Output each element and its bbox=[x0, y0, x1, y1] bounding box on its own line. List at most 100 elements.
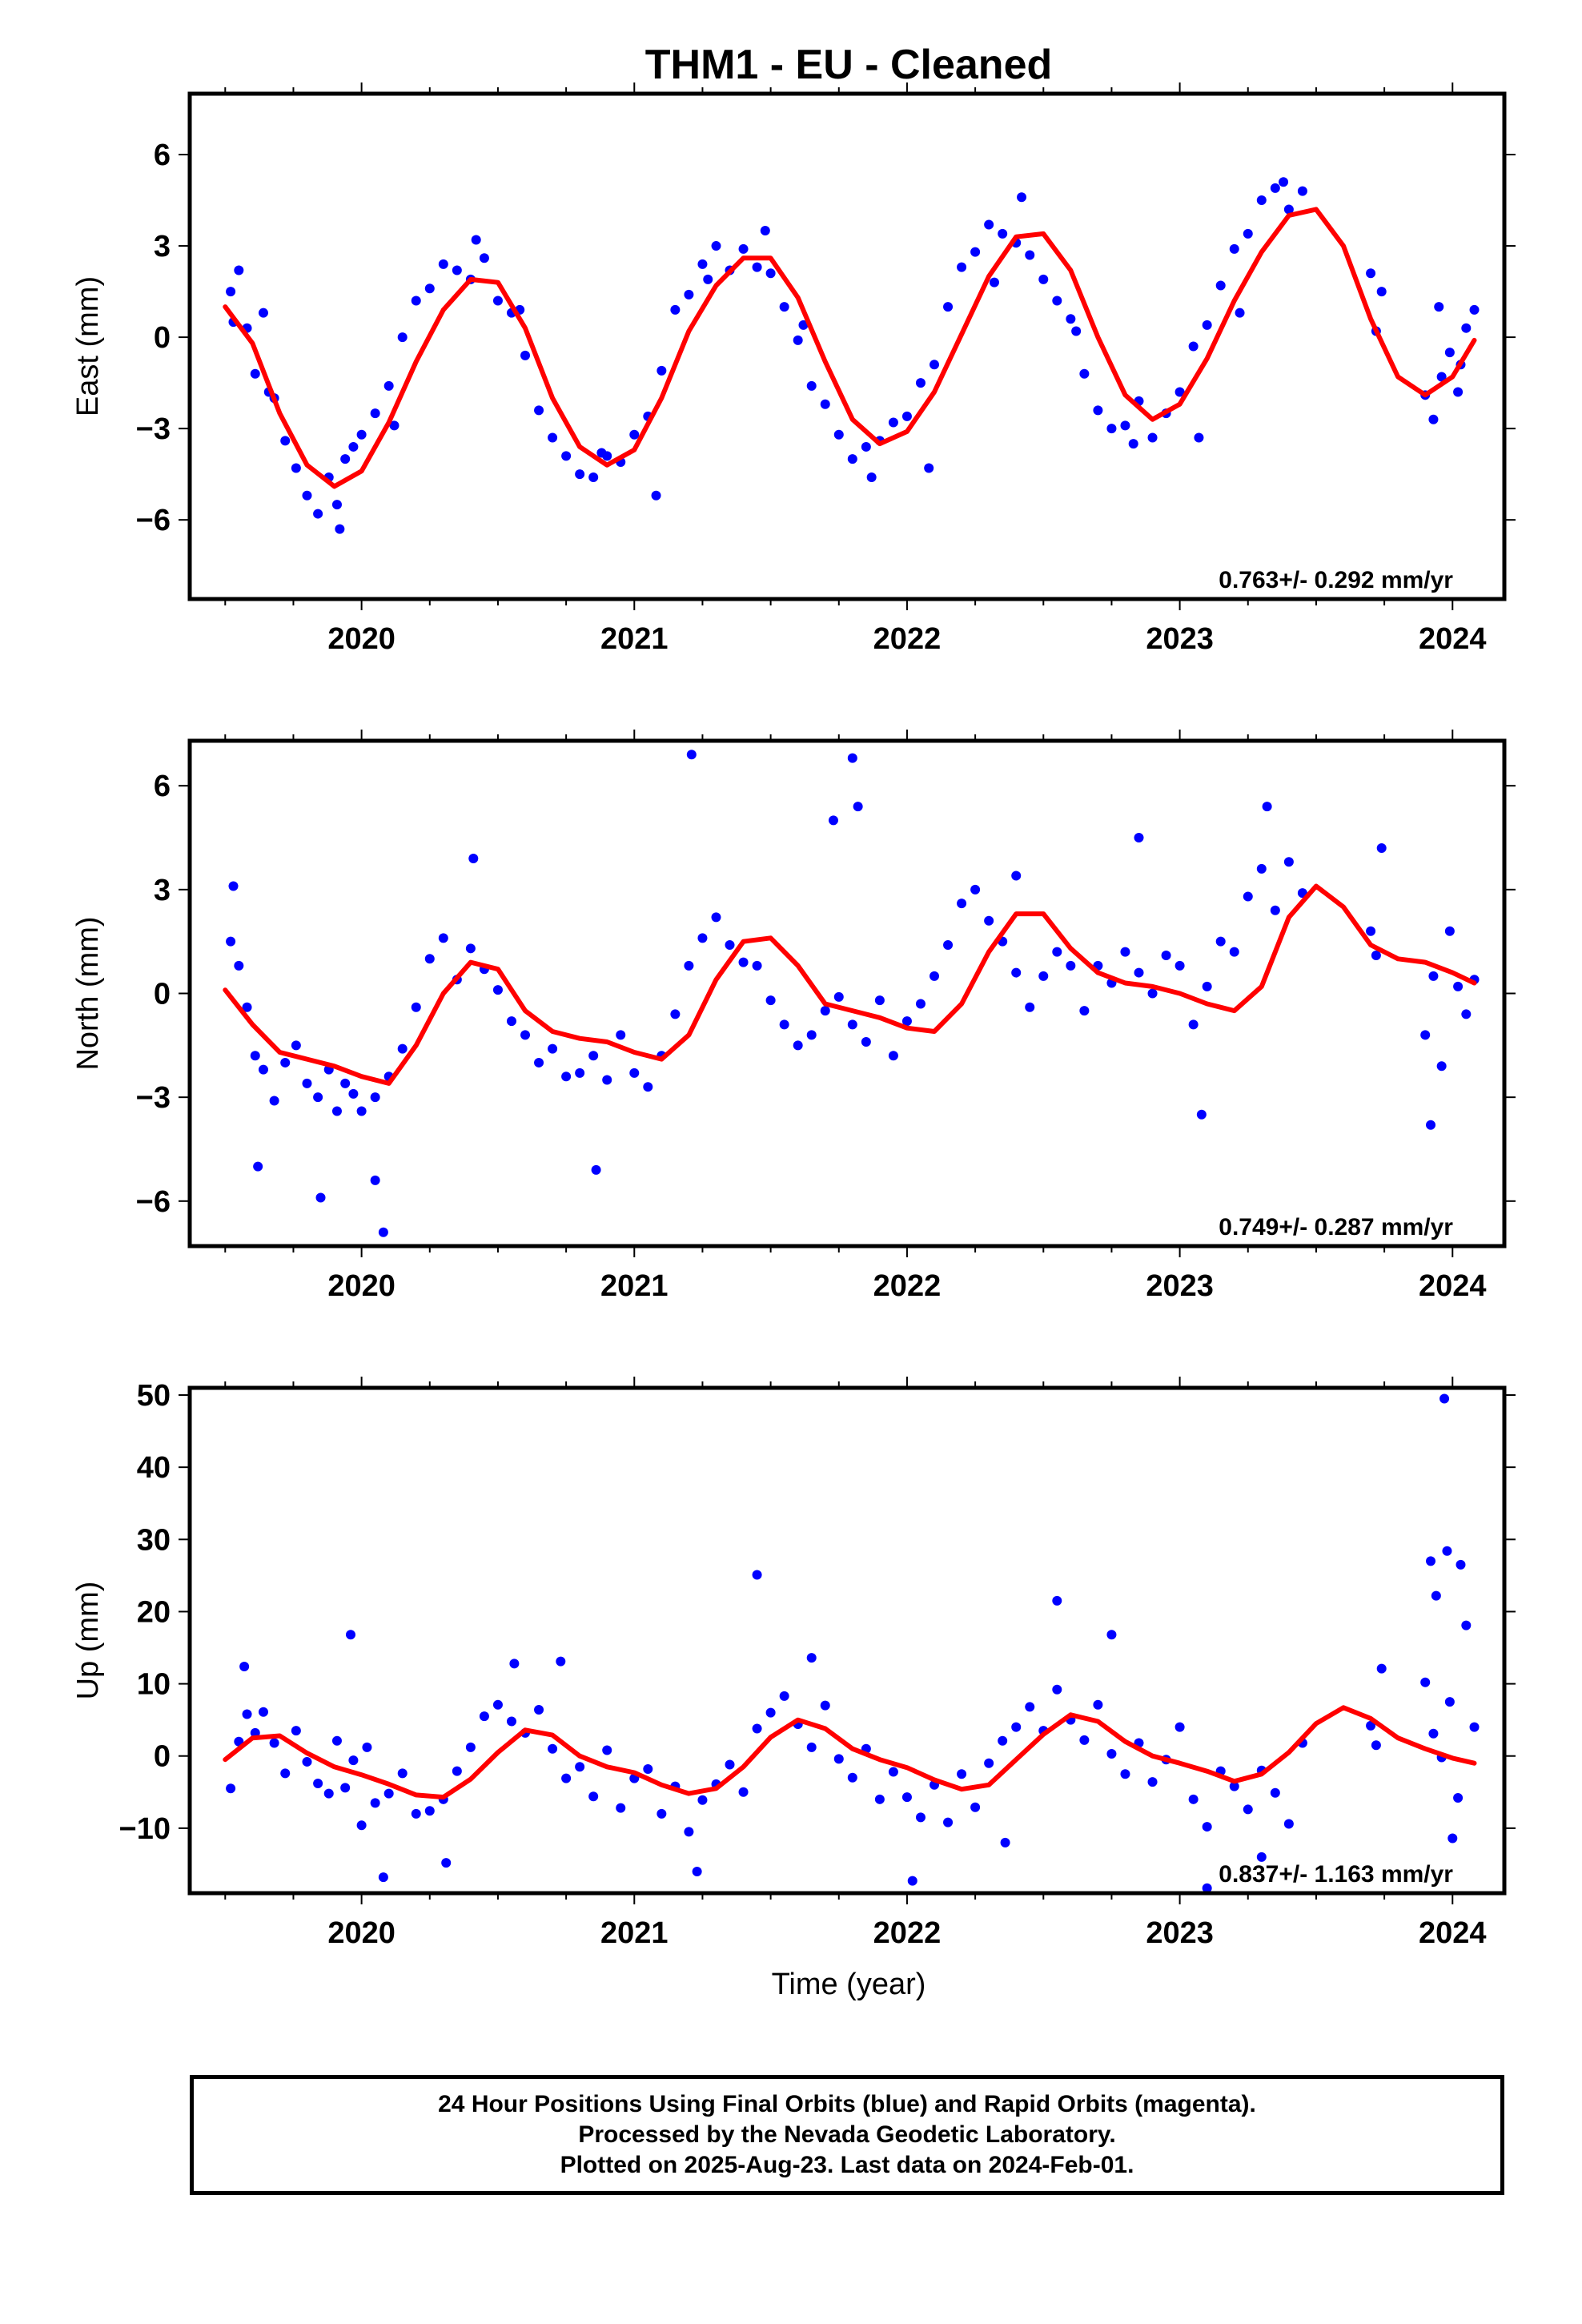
data-point bbox=[930, 971, 940, 981]
data-point bbox=[907, 1876, 917, 1886]
data-point bbox=[258, 308, 268, 318]
y-axis-label: Up (mm) bbox=[71, 1582, 105, 1700]
data-point bbox=[1256, 863, 1267, 874]
data-point bbox=[234, 960, 244, 971]
data-point bbox=[643, 1763, 653, 1774]
data-point bbox=[465, 1742, 476, 1752]
data-point bbox=[820, 1700, 830, 1711]
data-point bbox=[465, 943, 476, 954]
rate-annotation: 0.837+/- 1.163 mm/yr bbox=[1219, 1861, 1453, 1888]
data-point bbox=[1444, 1697, 1455, 1707]
data-point bbox=[629, 1068, 640, 1078]
data-point bbox=[1453, 1793, 1464, 1803]
x-tick-label: 2024 bbox=[1419, 1916, 1487, 1950]
data-point bbox=[1420, 1030, 1431, 1040]
data-point bbox=[1428, 1728, 1439, 1739]
data-point bbox=[1376, 1663, 1387, 1674]
data-point bbox=[806, 1742, 817, 1752]
data-point bbox=[1376, 287, 1387, 297]
data-point bbox=[291, 1726, 301, 1736]
data-point bbox=[348, 441, 359, 452]
data-point bbox=[424, 283, 435, 294]
data-point bbox=[670, 1009, 681, 1019]
data-point bbox=[915, 999, 926, 1009]
data-point bbox=[370, 1092, 380, 1103]
data-point bbox=[302, 490, 312, 501]
data-point bbox=[1426, 1120, 1436, 1130]
data-point bbox=[833, 429, 844, 440]
data-point bbox=[1106, 1630, 1117, 1640]
y-tick-label: 3 bbox=[154, 874, 171, 907]
data-point bbox=[1461, 1620, 1472, 1630]
data-point bbox=[548, 432, 558, 443]
data-point bbox=[226, 1783, 236, 1794]
data-point bbox=[1071, 326, 1082, 336]
data-point bbox=[684, 289, 694, 300]
data-point bbox=[888, 1767, 898, 1777]
x-tick-label: 2020 bbox=[327, 1269, 396, 1303]
data-point bbox=[1079, 368, 1090, 379]
plot-area bbox=[223, 177, 1480, 534]
data-point bbox=[793, 1040, 803, 1051]
up-panel: 2020 2021 2022 2023 2024 50 40 30 20 10 0 −10 Up (mm… bbox=[71, 1377, 1516, 1950]
footer-line-2: Processed by the Nevada Geodetic Laborat… bbox=[578, 2121, 1116, 2148]
data-point bbox=[1229, 1781, 1239, 1791]
data-point bbox=[291, 1040, 301, 1051]
data-point bbox=[520, 1030, 531, 1040]
data-point bbox=[591, 1164, 601, 1175]
data-point bbox=[370, 1175, 380, 1185]
data-point bbox=[1011, 1722, 1022, 1732]
plot-frame bbox=[187, 91, 1507, 601]
data-point bbox=[957, 262, 967, 272]
y-tick-label: 0 bbox=[154, 321, 171, 355]
data-point bbox=[643, 1082, 653, 1092]
data-point bbox=[888, 1051, 898, 1061]
data-point bbox=[315, 1192, 326, 1203]
data-point bbox=[226, 287, 236, 297]
data-point bbox=[1428, 414, 1439, 424]
data-point bbox=[711, 912, 721, 923]
data-point bbox=[738, 1787, 749, 1797]
x-tick-label: 2021 bbox=[600, 1269, 669, 1303]
data-point bbox=[833, 1754, 844, 1764]
data-point bbox=[861, 441, 871, 452]
rate-annotation: 0.749+/- 0.287 mm/yr bbox=[1219, 1214, 1453, 1240]
data-point bbox=[383, 380, 394, 391]
data-point bbox=[1128, 439, 1138, 449]
data-point bbox=[930, 360, 940, 370]
data-point bbox=[711, 241, 721, 251]
data-point bbox=[411, 1002, 421, 1012]
x-tick-label: 2022 bbox=[873, 1916, 942, 1950]
y-tick-label: 20 bbox=[137, 1595, 171, 1629]
data-point bbox=[847, 454, 857, 464]
data-point bbox=[1442, 1546, 1452, 1556]
data-point bbox=[656, 1808, 667, 1819]
data-point bbox=[1093, 405, 1103, 416]
plot-frame bbox=[187, 738, 1507, 1248]
x-tick-label: 2023 bbox=[1146, 622, 1214, 656]
data-point bbox=[1235, 308, 1245, 318]
data-point bbox=[1147, 1777, 1158, 1787]
data-point bbox=[686, 750, 697, 760]
data-point bbox=[1243, 891, 1253, 902]
footer-box: 24 Hour Positions Using Final Orbits (bl… bbox=[190, 2075, 1504, 2195]
data-point bbox=[1366, 1720, 1376, 1731]
data-point bbox=[874, 995, 885, 1006]
data-point bbox=[752, 262, 762, 272]
data-point bbox=[684, 960, 694, 971]
data-point bbox=[1025, 250, 1035, 260]
data-point bbox=[738, 243, 749, 254]
data-point bbox=[269, 1738, 279, 1748]
data-point bbox=[1017, 192, 1027, 203]
data-point bbox=[1202, 1822, 1212, 1832]
data-point bbox=[397, 1043, 408, 1054]
x-axis-label: Time (year) bbox=[772, 1968, 926, 2001]
data-point bbox=[901, 411, 912, 421]
data-point bbox=[1229, 243, 1239, 254]
x-tick-label: 2024 bbox=[1419, 622, 1487, 656]
data-point bbox=[765, 995, 776, 1006]
data-point bbox=[280, 436, 291, 446]
data-point bbox=[806, 1030, 817, 1040]
data-point bbox=[1174, 1722, 1185, 1732]
data-point bbox=[1011, 870, 1022, 881]
